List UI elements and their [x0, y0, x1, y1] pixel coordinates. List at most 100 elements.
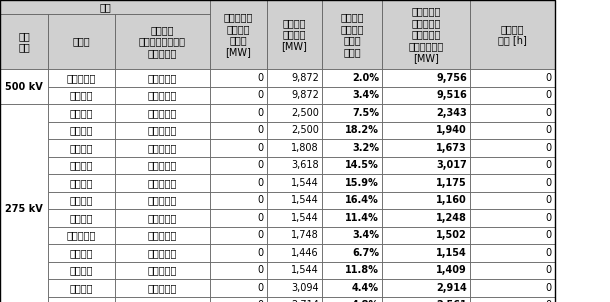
Text: 年間最大
運用容量
基準の
利用率: 年間最大 運用容量 基準の 利用率 — [340, 12, 364, 57]
Bar — [470, 156, 555, 174]
Text: 11.4%: 11.4% — [345, 213, 379, 223]
Text: 奥羽幹線: 奥羽幹線 — [70, 248, 93, 258]
Bar — [115, 279, 210, 297]
Text: 9,756: 9,756 — [436, 73, 467, 83]
Bar — [48, 174, 115, 191]
Text: 能代〜青森: 能代〜青森 — [148, 125, 177, 135]
Text: 3,094: 3,094 — [292, 283, 319, 293]
Text: 275 kV: 275 kV — [5, 204, 43, 214]
Bar — [470, 226, 555, 244]
Bar — [267, 86, 322, 104]
Text: 0: 0 — [258, 230, 264, 240]
Bar — [267, 69, 322, 86]
Text: 7.5%: 7.5% — [352, 108, 379, 118]
Text: 1,248: 1,248 — [436, 213, 467, 223]
Bar — [210, 244, 267, 262]
Bar — [115, 191, 210, 209]
Bar — [115, 121, 210, 139]
Text: 送電混雑
時間 [h]: 送電混雑 時間 [h] — [498, 24, 527, 45]
Bar — [115, 297, 210, 302]
Text: 1,748: 1,748 — [291, 230, 319, 240]
Bar — [322, 262, 382, 279]
Text: 秋田幹線: 秋田幹線 — [70, 213, 93, 223]
Bar — [470, 209, 555, 226]
Bar — [210, 226, 267, 244]
Text: 0: 0 — [258, 108, 264, 118]
Text: 9,872: 9,872 — [291, 73, 319, 83]
Text: 秋盛幹線: 秋盛幹線 — [70, 178, 93, 188]
Text: 0: 0 — [546, 283, 552, 293]
Text: 1,544: 1,544 — [291, 178, 319, 188]
Bar — [210, 209, 267, 226]
Bar — [115, 139, 210, 156]
Text: 0: 0 — [258, 283, 264, 293]
Text: 0: 0 — [546, 213, 552, 223]
Bar — [48, 121, 115, 139]
Text: 上北〜青森: 上北〜青森 — [148, 108, 177, 118]
Bar — [322, 121, 382, 139]
Bar — [210, 121, 267, 139]
Bar — [267, 279, 322, 297]
Text: 0: 0 — [258, 125, 264, 135]
Bar — [115, 244, 210, 262]
Bar — [48, 139, 115, 156]
Bar — [267, 262, 322, 279]
Text: 上北〜岩手: 上北〜岩手 — [148, 73, 177, 83]
Text: 14.5%: 14.5% — [345, 160, 379, 170]
Bar — [48, 69, 115, 86]
Bar — [382, 262, 470, 279]
Text: 9,872: 9,872 — [291, 90, 319, 100]
Bar — [322, 156, 382, 174]
Bar — [470, 244, 555, 262]
Bar — [48, 262, 115, 279]
Bar — [322, 279, 382, 297]
Bar — [470, 139, 555, 156]
Text: 2,714: 2,714 — [291, 300, 319, 302]
Bar — [322, 86, 382, 104]
Text: 2,561: 2,561 — [436, 300, 467, 302]
Bar — [210, 262, 267, 279]
Text: 1,409: 1,409 — [436, 265, 467, 275]
Bar — [470, 174, 555, 191]
Text: 宮城〜新庄: 宮城〜新庄 — [148, 283, 177, 293]
Text: 北青幹線: 北青幹線 — [70, 108, 93, 118]
Text: 2,343: 2,343 — [436, 108, 467, 118]
Bar — [322, 209, 382, 226]
Bar — [48, 279, 115, 297]
Bar — [115, 104, 210, 121]
Bar — [382, 244, 470, 262]
Bar — [322, 191, 382, 209]
Bar — [382, 104, 470, 121]
Bar — [382, 69, 470, 86]
Text: 1,544: 1,544 — [291, 195, 319, 205]
Bar — [267, 191, 322, 209]
Bar — [470, 104, 555, 121]
Text: 1,160: 1,160 — [436, 195, 467, 205]
Text: 1,446: 1,446 — [292, 248, 319, 258]
Text: 早池峰幹線: 早池峰幹線 — [67, 230, 96, 240]
Text: 1,544: 1,544 — [291, 213, 319, 223]
Bar — [382, 279, 470, 297]
Bar — [210, 191, 267, 209]
Bar — [470, 0, 555, 69]
Text: 18.2%: 18.2% — [345, 125, 379, 135]
Bar — [470, 69, 555, 86]
Text: 実潮流に基
づく空容量
（順方向の
年間平均値）
[MW]: 実潮流に基 づく空容量 （順方向の 年間平均値） [MW] — [408, 6, 443, 63]
Text: 0: 0 — [258, 90, 264, 100]
Bar — [267, 244, 322, 262]
Text: 2.0%: 2.0% — [352, 73, 379, 83]
Bar — [267, 174, 322, 191]
Text: 岩手幹線: 岩手幹線 — [70, 195, 93, 205]
Text: 0: 0 — [546, 230, 552, 240]
Text: 0: 0 — [546, 125, 552, 135]
Text: 2,914: 2,914 — [436, 283, 467, 293]
Text: 1,673: 1,673 — [436, 143, 467, 153]
Text: 3,618: 3,618 — [292, 160, 319, 170]
Bar — [210, 156, 267, 174]
Bar — [0, 0, 210, 14]
Text: 山形幹線: 山形幹線 — [70, 300, 93, 302]
Bar — [322, 139, 382, 156]
Text: 4.4%: 4.4% — [352, 283, 379, 293]
Text: 0: 0 — [258, 143, 264, 153]
Bar — [382, 139, 470, 156]
